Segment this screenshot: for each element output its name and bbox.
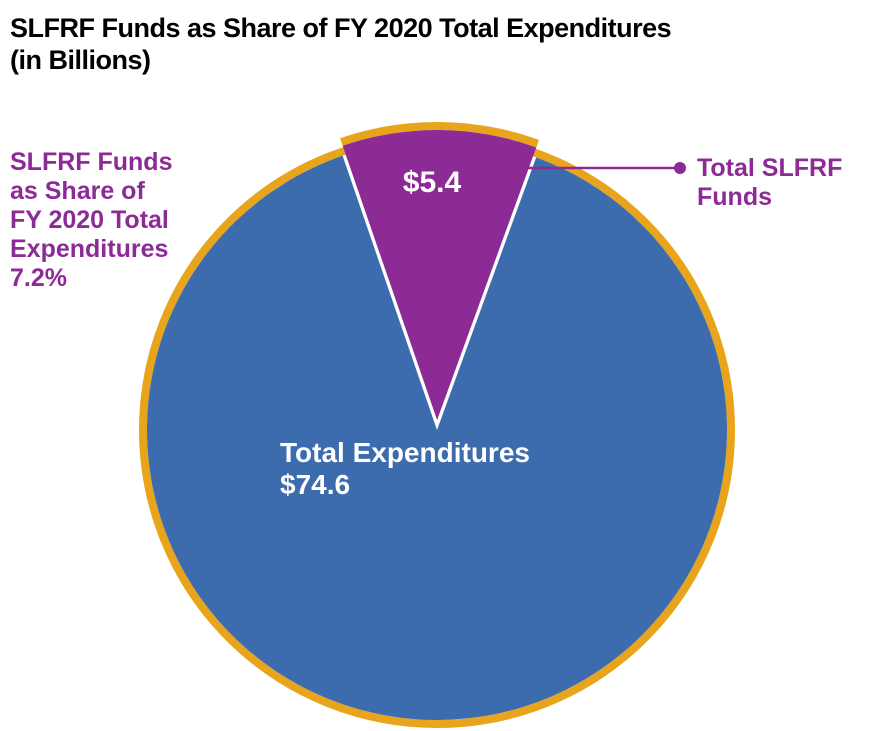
- chart-container: SLFRF Funds as Share of FY 2020 Total Ex…: [0, 0, 873, 731]
- callout-dot-icon: [674, 162, 686, 174]
- total-label-line1: Total Expenditures: [280, 437, 530, 468]
- pie-chart-svg: $5.4 Total Expenditures $74.6: [0, 0, 873, 731]
- pie-group: [143, 126, 731, 724]
- total-label-line2: $74.6: [280, 469, 350, 500]
- slfrf-value-label: $5.4: [403, 166, 462, 199]
